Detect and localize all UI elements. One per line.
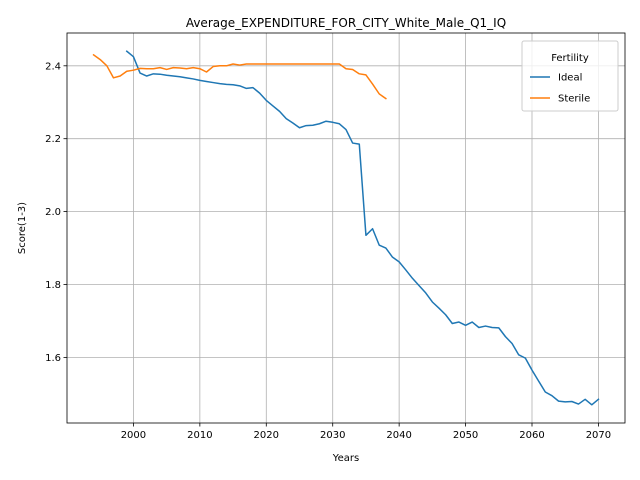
x-tick-label: 2050 (453, 430, 478, 441)
plot-series (92, 50, 600, 406)
legend-label-ideal: Ideal (558, 73, 582, 84)
x-tick-label: 2010 (187, 430, 212, 441)
legend-items: Ideal Sterile (530, 73, 590, 105)
plot-area-frame (66, 32, 626, 424)
series-line-sterile (92, 53, 387, 100)
y-tick-label: 1.8 (45, 280, 61, 291)
x-axis-label: Years (332, 453, 359, 464)
y-tick-label: 1.6 (45, 353, 61, 364)
series-line-ideal (125, 50, 600, 406)
chart-title: Average_EXPENDITURE_FOR_CITY_White_Male_… (186, 16, 506, 30)
legend: Fertility Ideal Sterile (521, 40, 619, 112)
x-tick-label: 2040 (386, 430, 411, 441)
x-tick-label: 2070 (586, 430, 611, 441)
x-tick-label: 2020 (254, 430, 279, 441)
legend-box (521, 40, 619, 112)
x-tick-label: 2060 (519, 430, 544, 441)
y-axis-label: Score(1-3) (17, 202, 28, 254)
x-axis-ticks: 2000 2010 2020 2030 2040 2050 2060 2070 (121, 423, 611, 441)
y-tick-label: 2.0 (45, 207, 61, 218)
x-tick-label: 2030 (320, 430, 345, 441)
y-tick-label: 2.2 (45, 134, 61, 145)
legend-title: Fertility (551, 53, 589, 64)
legend-label-sterile: Sterile (558, 94, 590, 105)
x-tick-label: 2000 (121, 430, 146, 441)
y-tick-label: 2.4 (45, 61, 61, 72)
y-axis-ticks: 1.6 1.8 2.0 2.2 2.4 (45, 61, 67, 364)
